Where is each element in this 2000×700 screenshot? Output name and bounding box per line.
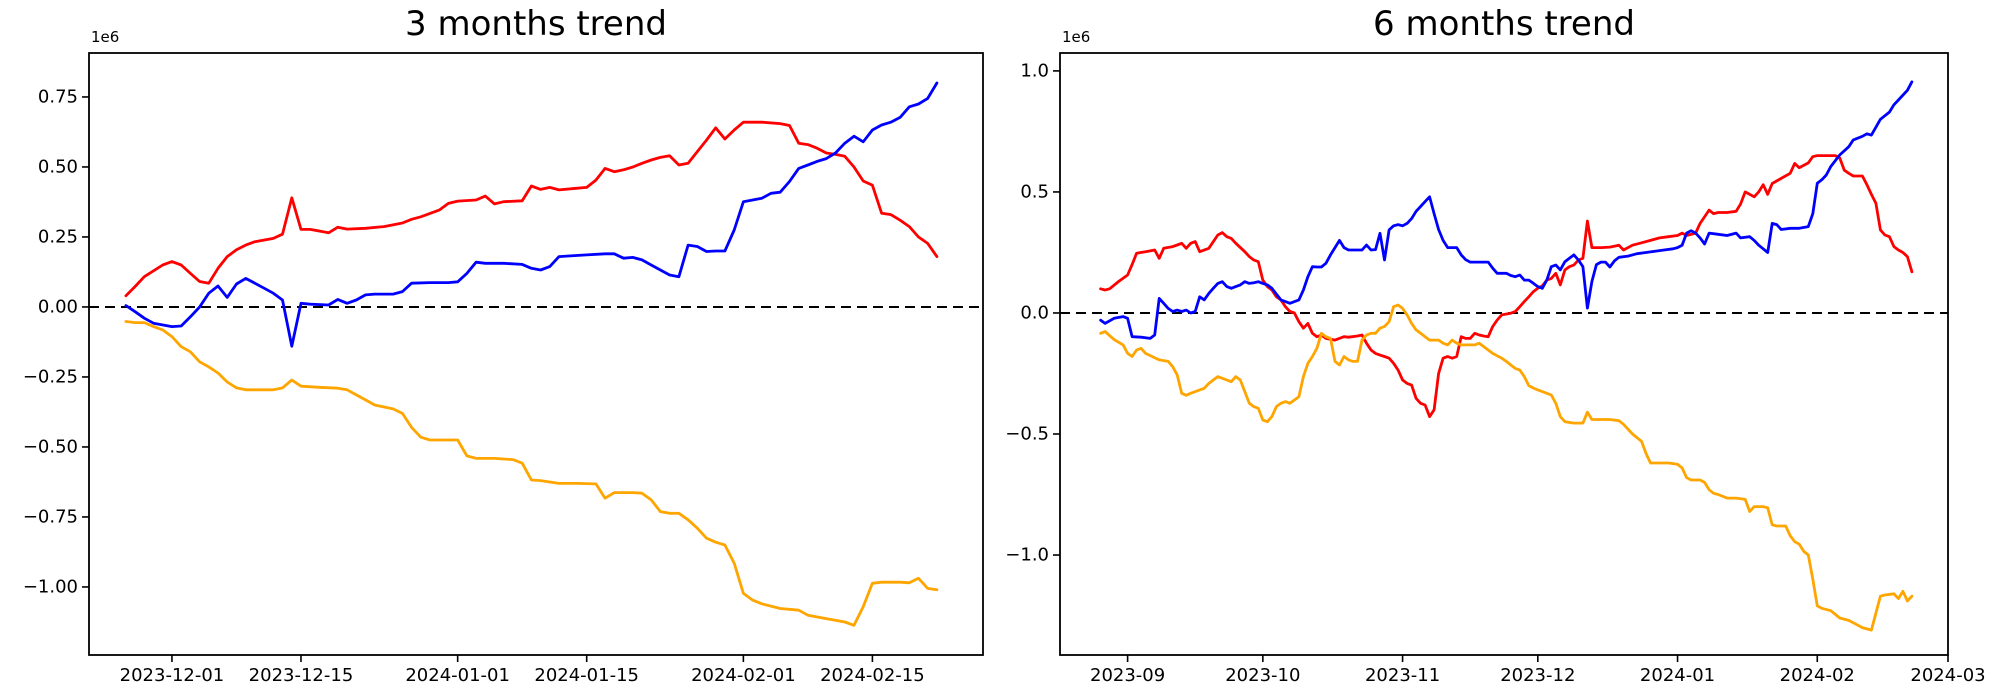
series-orange-line bbox=[1099, 303, 1914, 632]
y-axis-offset-label-6m: 1e6 bbox=[1062, 28, 1091, 46]
y-tick-label: 0.5 bbox=[1020, 181, 1049, 202]
x-tick-label: 2024-01-01 bbox=[405, 665, 510, 686]
x-tick-label: 2023-12-15 bbox=[249, 665, 354, 686]
y-tick-label: 0.25 bbox=[38, 226, 78, 247]
y-tick-label: 1.0 bbox=[1020, 60, 1049, 81]
x-tick-label: 2024-01 bbox=[1640, 665, 1715, 686]
x-tick-label: 2024-02 bbox=[1780, 665, 1855, 686]
chart-title-6m: 6 months trend bbox=[1373, 4, 1635, 44]
y-tick-label: 0.00 bbox=[38, 296, 78, 317]
x-tick-label: 2023-11 bbox=[1365, 665, 1440, 686]
plot-border bbox=[1059, 52, 1949, 656]
x-tick-label: 2024-02-01 bbox=[691, 665, 796, 686]
plot-border bbox=[88, 52, 984, 656]
x-tick-label: 2023-12 bbox=[1500, 665, 1575, 686]
series-red-line bbox=[124, 120, 939, 298]
x-tick-label: 2024-02-15 bbox=[820, 665, 925, 686]
y-tick-label: −0.50 bbox=[23, 436, 78, 457]
y-tick-label: −0.25 bbox=[23, 366, 78, 387]
x-tick-label: 2023-12-01 bbox=[120, 665, 225, 686]
series-orange-line bbox=[124, 320, 939, 627]
y-axis-offset-label-3m: 1e6 bbox=[91, 28, 120, 46]
y-tick-label: −0.5 bbox=[1005, 424, 1049, 445]
x-tick-label: 2023-10 bbox=[1225, 665, 1300, 686]
series-blue-line bbox=[1099, 80, 1914, 340]
y-tick-label: −1.00 bbox=[23, 576, 78, 597]
y-tick-label: 0.75 bbox=[38, 86, 78, 107]
x-tick-label: 2024-03 bbox=[1910, 665, 1985, 686]
chart-title-3m: 3 months trend bbox=[405, 4, 667, 44]
x-tick-label: 2023-09 bbox=[1090, 665, 1165, 686]
series-blue-line bbox=[124, 81, 939, 348]
y-tick-label: 0.50 bbox=[38, 156, 78, 177]
y-tick-label: 0.0 bbox=[1020, 302, 1049, 323]
series-red-line bbox=[1099, 154, 1914, 419]
y-tick-label: −1.0 bbox=[1005, 545, 1049, 566]
y-tick-label: −0.75 bbox=[23, 506, 78, 527]
x-tick-label: 2024-01-15 bbox=[534, 665, 639, 686]
